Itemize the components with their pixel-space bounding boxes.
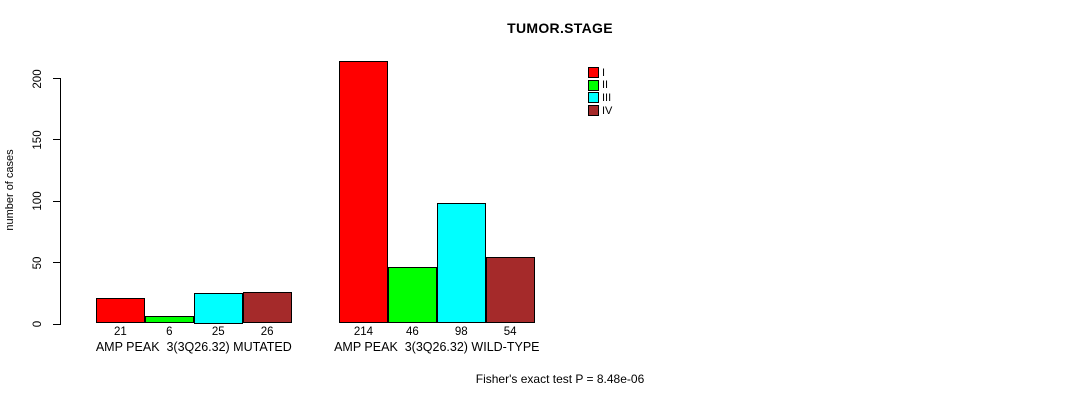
y-tick xyxy=(52,139,60,141)
chart-title: TUMOR.STAGE xyxy=(507,20,613,36)
bar-iii-group2 xyxy=(436,203,486,324)
group-label: AMP PEAK 3(3Q26.32) WILD-TYPE xyxy=(334,339,540,354)
y-tick-label: 50 xyxy=(32,256,44,270)
legend-swatch-iii xyxy=(587,92,599,104)
legend-label: II xyxy=(602,79,609,92)
bar-value-label: 6 xyxy=(166,325,173,338)
y-tick xyxy=(52,78,60,79)
y-tick-label: 100 xyxy=(32,191,44,211)
legend-swatch-i xyxy=(587,67,599,79)
legend-label: I xyxy=(602,66,606,79)
bar-ii-group2 xyxy=(387,267,437,324)
legend-label: III xyxy=(602,91,612,104)
bar-iv-group2 xyxy=(485,257,535,324)
group-label: AMP PEAK 3(3Q26.32) MUTATED xyxy=(95,339,292,354)
y-axis-label: number of cases xyxy=(4,149,16,231)
bar-iii-group1 xyxy=(193,292,243,324)
bar-value-label: 214 xyxy=(353,325,374,338)
legend-label: IV xyxy=(602,104,613,117)
y-tick-label: 150 xyxy=(32,130,44,150)
legend-swatch-ii xyxy=(587,79,599,91)
y-tick xyxy=(52,262,60,264)
bar-value-label: 26 xyxy=(260,325,274,338)
bar-value-label: 46 xyxy=(405,325,419,338)
bar-value-label: 25 xyxy=(211,325,225,338)
legend-swatch-iv xyxy=(587,105,599,116)
y-tick xyxy=(52,200,60,202)
y-tick-label: 200 xyxy=(32,68,44,89)
bar-ii-group1 xyxy=(144,316,194,324)
bar-value-label: 98 xyxy=(454,325,468,338)
y-tick-label: 0 xyxy=(32,320,44,328)
bar-i-group2 xyxy=(339,60,388,324)
bar-value-label: 21 xyxy=(114,325,127,338)
y-axis-line xyxy=(59,78,61,325)
annotation-footer: Fisher's exact test P = 8.48e-06 xyxy=(475,372,645,386)
y-tick xyxy=(52,323,60,325)
bar-i-group1 xyxy=(96,297,145,324)
bar-value-label: 54 xyxy=(503,325,517,338)
bar-iv-group1 xyxy=(242,291,292,324)
